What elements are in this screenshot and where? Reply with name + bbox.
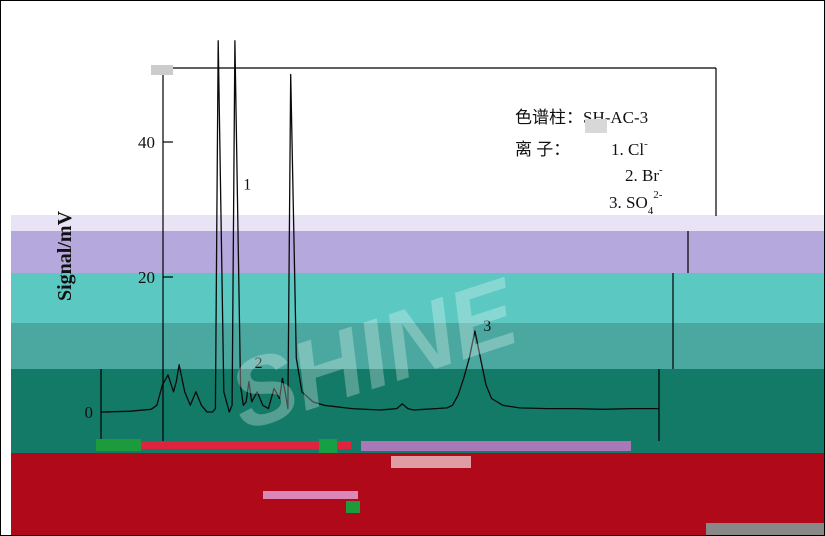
legend-ion-1-text: 1. Cl: [611, 140, 644, 159]
band-teal: [11, 323, 824, 369]
glitch-legend-noise: [585, 119, 607, 133]
glitch-pink-dots: [263, 491, 358, 499]
y-tick-label: 40: [138, 133, 155, 152]
peak-labels: 1 2 3: [243, 176, 491, 372]
peak-label: 1: [243, 176, 251, 193]
legend-ion-2: 2. Br-: [625, 164, 663, 185]
peak-label: 2: [254, 355, 262, 372]
legend-ion-2-charge: -: [659, 164, 663, 176]
glitch-green-square: [346, 501, 360, 513]
glitch-top-tick-noise: [151, 65, 173, 75]
legend-ion-1-charge: -: [644, 138, 648, 150]
legend-ion-prefix: 离 子：: [515, 140, 570, 159]
corner-gray-block: [706, 523, 824, 535]
peak-label: 3: [483, 318, 491, 335]
band-lavender: [11, 231, 824, 273]
legend-ion-1: 1. Cl-: [611, 138, 648, 159]
legend-ion-3-text: 3. SO: [609, 193, 648, 212]
glitch-artifacts: [96, 65, 631, 513]
y-tick-label: 0: [85, 403, 94, 422]
legend: 色谱柱：SH-AC-3 离 子： 1. Cl- 2. Br- 3. SO42-: [515, 108, 663, 217]
y-ticks: 0 20 40: [85, 133, 173, 422]
band-teal-light: [11, 273, 824, 323]
y-axis-label: Signal/mV: [54, 210, 76, 301]
signal-trace: [100, 40, 659, 413]
signal-traces: [100, 40, 659, 413]
glitch-green-strip: [96, 439, 141, 451]
band-green: [11, 369, 824, 453]
glitch-red-strip: [141, 441, 351, 449]
glitch-pink-strip: [361, 441, 631, 451]
legend-ion-3: 3. SO4 2-: [609, 189, 663, 217]
legend-ion-2-text: 2. Br: [625, 166, 659, 185]
band-lavender-light: [11, 215, 824, 231]
y-tick-label: 20: [138, 268, 155, 287]
glitch-green-block: [319, 439, 337, 453]
legend-ion-3-subscript: 4: [648, 205, 654, 217]
glitch-white-noise: [391, 456, 471, 468]
legend-column-line: 色谱柱：SH-AC-3: [515, 108, 648, 127]
plot-frame: [100, 67, 717, 441]
legend-ion-3-charge: 2-: [653, 189, 663, 201]
